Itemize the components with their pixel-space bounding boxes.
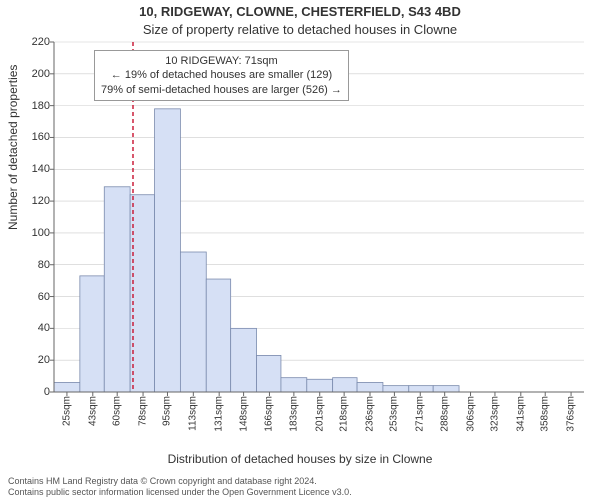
histogram-bar [54,382,80,392]
annotation-line2: ← 19% of detached houses are smaller (12… [101,68,342,82]
histogram-bar [357,382,383,392]
x-tick-label: 236sqm [364,396,375,432]
histogram-bar [307,379,333,392]
histogram-bar [180,252,206,392]
footer-line2: Contains public sector information licen… [8,487,352,498]
histogram-plot: 020406080100120140160180200220 25sqm43sq… [54,42,584,392]
x-tick-label: 201sqm [314,396,325,432]
histogram-bar [281,378,307,392]
y-tick-label: 200 [32,68,50,80]
x-tick-label: 288sqm [439,396,450,432]
y-tick-label: 180 [32,100,50,112]
annotation-line3: 79% of semi-detached houses are larger (… [101,83,342,97]
x-tick-label: 78sqm [138,396,149,426]
x-tick-label: 25sqm [61,396,72,426]
y-tick-label: 40 [38,322,50,334]
histogram-bar [130,195,154,392]
x-tick-label: 183sqm [288,396,299,432]
x-tick-label: 43sqm [87,396,98,426]
x-tick-label: 341sqm [515,396,526,432]
footer-attribution: Contains HM Land Registry data © Crown c… [8,476,352,499]
x-tick-label: 376sqm [566,396,577,432]
histogram-bar [206,279,230,392]
histogram-bar [409,386,433,392]
y-axis-label: Number of detached properties [6,65,20,230]
y-tick-label: 100 [32,227,50,239]
histogram-bar [257,355,281,392]
x-tick-label: 148sqm [238,396,249,432]
page-subtitle: Size of property relative to detached ho… [0,22,600,37]
histogram-bar [333,378,357,392]
x-tick-label: 323sqm [489,396,500,432]
y-tick-label: 120 [32,195,50,207]
annotation-box: 10 RIDGEWAY: 71sqm ← 19% of detached hou… [94,50,349,101]
x-tick-label: 131sqm [214,396,225,432]
x-tick-label: 253sqm [389,396,400,432]
x-tick-label: 95sqm [162,396,173,426]
y-tick-label: 60 [38,291,50,303]
x-tick-label: 218sqm [339,396,350,432]
histogram-bar [104,187,130,392]
x-tick-label: 358sqm [540,396,551,432]
histogram-bar [80,276,104,392]
annotation-line1: 10 RIDGEWAY: 71sqm [101,54,342,68]
histogram-bar [383,386,409,392]
x-tick-label: 60sqm [112,396,123,426]
y-tick-label: 140 [32,163,50,175]
y-tick-label: 20 [38,354,50,366]
y-tick-label: 0 [44,386,50,398]
histogram-bar [155,109,181,392]
page-title: 10, RIDGEWAY, CLOWNE, CHESTERFIELD, S43 … [0,4,600,19]
x-tick-label: 166sqm [264,396,275,432]
y-tick-label: 160 [32,131,50,143]
y-tick-label: 220 [32,36,50,48]
x-tick-label: 271sqm [415,396,426,432]
x-axis-label: Distribution of detached houses by size … [0,452,600,466]
histogram-bar [231,328,257,392]
y-tick-label: 80 [38,259,50,271]
x-tick-label: 306sqm [465,396,476,432]
x-tick-label: 113sqm [188,396,199,431]
histogram-bar [433,386,459,392]
footer-line1: Contains HM Land Registry data © Crown c… [8,476,352,487]
